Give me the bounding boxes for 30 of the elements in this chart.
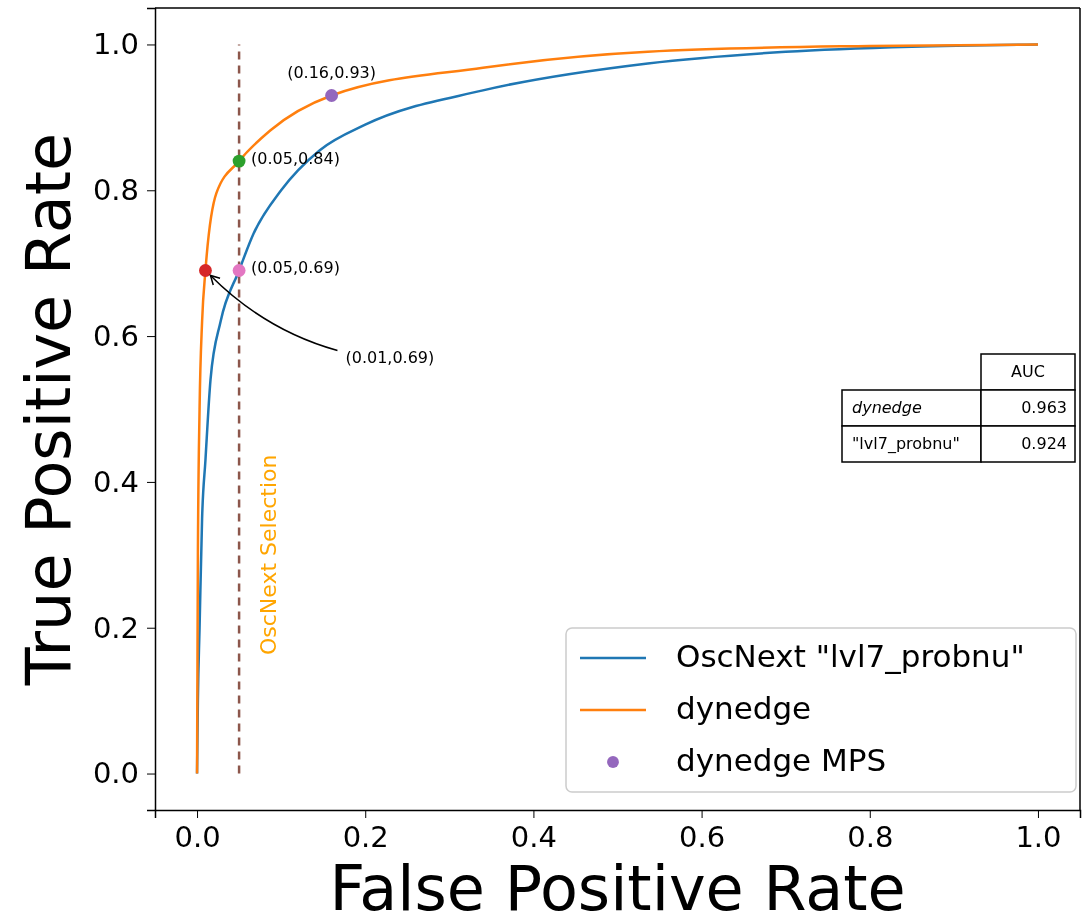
x-tick-label: 1.0	[1015, 819, 1062, 854]
x-tick-label: 0.2	[342, 819, 389, 854]
x-tick-label: 0.6	[679, 819, 726, 854]
y-tick-label: 0.6	[92, 318, 139, 353]
point	[199, 264, 212, 277]
y-tick-label: 0.4	[92, 464, 139, 499]
legend-label: dynedge	[676, 689, 812, 726]
annotation: (0.05,0.69)	[251, 257, 340, 277]
annotation: dynedge	[852, 397, 922, 417]
annotation: 0.963	[1021, 397, 1067, 417]
annotation: "lvl7_probnu"	[852, 433, 960, 454]
x-tick-label: 0.0	[174, 819, 221, 854]
point	[232, 264, 246, 277]
annotation: AUC	[1011, 361, 1045, 381]
point	[325, 89, 339, 102]
annotation: 0.924	[1021, 433, 1067, 453]
y-tick-label: 1.0	[92, 27, 139, 62]
x-tick-label: 0.8	[847, 819, 894, 854]
legend-label: dynedge MPS	[676, 741, 887, 778]
y-tick-label: 0.0	[92, 756, 139, 791]
x-tick-label: 0.4	[510, 819, 557, 854]
y-axis-title: True Positive Rate	[12, 132, 85, 687]
x-axis-title: False Positive Rate	[329, 852, 906, 921]
ref-line-label: OscNext Selection	[256, 454, 282, 656]
annotation: (0.16,0.93)	[287, 62, 376, 82]
point	[232, 154, 246, 168]
annotation: (0.01,0.69)	[345, 347, 435, 367]
y-tick-label: 0.8	[92, 173, 139, 208]
y-tick-label: 0.2	[92, 610, 139, 645]
legend-label: OscNext "lvl7_probnu"	[676, 637, 1025, 674]
